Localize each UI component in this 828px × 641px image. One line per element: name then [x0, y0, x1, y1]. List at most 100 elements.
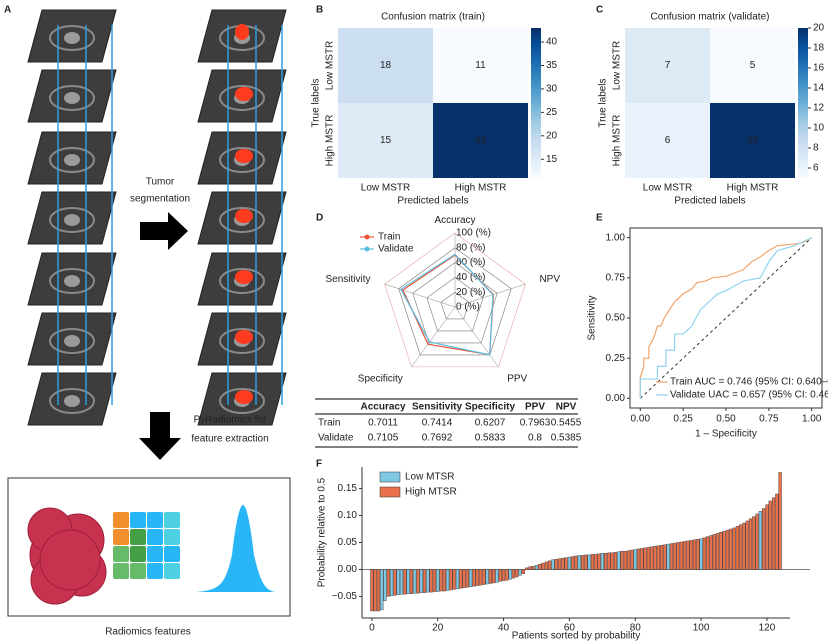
bar	[413, 569, 417, 594]
table-header: NPV	[556, 402, 577, 413]
bar	[551, 559, 555, 570]
bar	[436, 569, 440, 592]
radar-series	[400, 253, 494, 356]
mri-anatomy	[49, 25, 95, 51]
x-tick-label: 0	[369, 623, 375, 634]
bar	[380, 569, 384, 611]
bar	[538, 563, 542, 570]
colorbar-tick-label: 16	[813, 63, 825, 74]
bar	[383, 569, 387, 601]
heatmap-cell	[338, 103, 433, 178]
texture-icon	[164, 529, 180, 545]
bar	[607, 552, 611, 570]
bar	[373, 569, 377, 612]
bar	[455, 569, 460, 590]
bar	[739, 524, 743, 570]
bar	[584, 554, 588, 570]
bar	[627, 550, 631, 570]
bar	[459, 569, 463, 589]
bar	[432, 569, 437, 592]
x-tick-label: 0.50	[716, 414, 736, 425]
bar	[531, 566, 535, 570]
panel-letter: D	[316, 213, 323, 224]
x-tick-label: 0.00	[631, 414, 651, 425]
texture-icon	[164, 563, 180, 579]
heatmap-cell	[625, 103, 710, 178]
texture-icon	[113, 563, 129, 579]
bar	[515, 569, 519, 578]
mri-anatomy	[64, 92, 80, 104]
bar	[742, 522, 746, 570]
legend-marker	[364, 234, 370, 240]
roc-curve	[639, 237, 813, 399]
colorbar	[531, 28, 541, 178]
table-row-label: Train	[318, 418, 340, 429]
mri-anatomy	[219, 207, 265, 233]
colorbar-tick-label: 35	[546, 60, 558, 71]
colorbar-tick-label: 10	[813, 123, 825, 134]
bar	[679, 541, 683, 570]
table-cell: 0.7011	[368, 418, 398, 429]
radar-tick-label: 0 (%)	[456, 302, 480, 313]
y-axis-label: True labels	[311, 78, 322, 127]
table-header: Accuracy	[360, 402, 405, 413]
tumor-mask	[235, 270, 253, 284]
bar	[508, 569, 512, 580]
bar	[462, 569, 466, 589]
x-tick-label: 60	[564, 623, 576, 634]
mri-anatomy	[49, 207, 95, 233]
mri-anatomy	[219, 328, 265, 354]
radar-axis-label: PPV	[507, 373, 527, 384]
bar	[771, 497, 776, 570]
bar	[396, 569, 400, 596]
texture-icon	[147, 563, 163, 579]
histogram-icon	[196, 505, 275, 592]
texture-icon	[147, 546, 163, 562]
bar	[719, 532, 723, 570]
x-tick-label: High MSTR	[727, 183, 779, 194]
radar-axis-label: Specificity	[358, 373, 403, 384]
heatmap-cell	[433, 103, 528, 178]
colorbar-tick-label: 8	[813, 143, 819, 154]
tumor-mask	[235, 87, 253, 101]
bar	[683, 541, 687, 570]
y-tick-label: 0.25	[606, 353, 626, 364]
texture-icon	[113, 512, 129, 528]
radar-spoke	[411, 306, 456, 368]
bar	[748, 518, 753, 570]
texture-icon	[147, 529, 163, 545]
heatmap-cell	[710, 103, 795, 178]
bar	[758, 511, 762, 570]
radar-tick-label: 20 (%)	[456, 287, 485, 298]
mri-anatomy	[64, 275, 80, 287]
bar	[525, 567, 529, 570]
bar	[472, 569, 476, 587]
features-label: Radiomics features	[105, 627, 191, 638]
bar	[386, 569, 390, 597]
roc-curve	[639, 237, 812, 399]
bar	[574, 555, 578, 570]
legend-label: Low MTSR	[405, 472, 454, 483]
x-tick-label: 0.75	[759, 414, 779, 425]
bar	[376, 569, 381, 612]
x-tick-label: Low MSTR	[643, 183, 692, 194]
bar	[446, 569, 450, 591]
bar	[692, 539, 697, 570]
bar	[439, 569, 443, 592]
colorbar-tick-label: 40	[546, 37, 558, 48]
cell-label: 18	[380, 60, 392, 71]
x-tick-label: 80	[630, 623, 642, 634]
panel-letter: E	[596, 213, 603, 224]
bar	[528, 566, 532, 570]
bar	[633, 549, 637, 570]
tumor-mask	[235, 209, 253, 223]
radar-axis-label: Accuracy	[434, 215, 475, 226]
table-header: Sensitivity	[412, 402, 462, 413]
table-cell: 0.7105	[368, 433, 399, 444]
colorbar-tick-label: 20	[546, 130, 558, 141]
bar	[762, 508, 766, 570]
bar	[765, 504, 769, 570]
bar	[521, 569, 525, 574]
chart-title: Confusion matrix (train)	[381, 12, 485, 23]
panel-letter: A	[4, 5, 11, 16]
